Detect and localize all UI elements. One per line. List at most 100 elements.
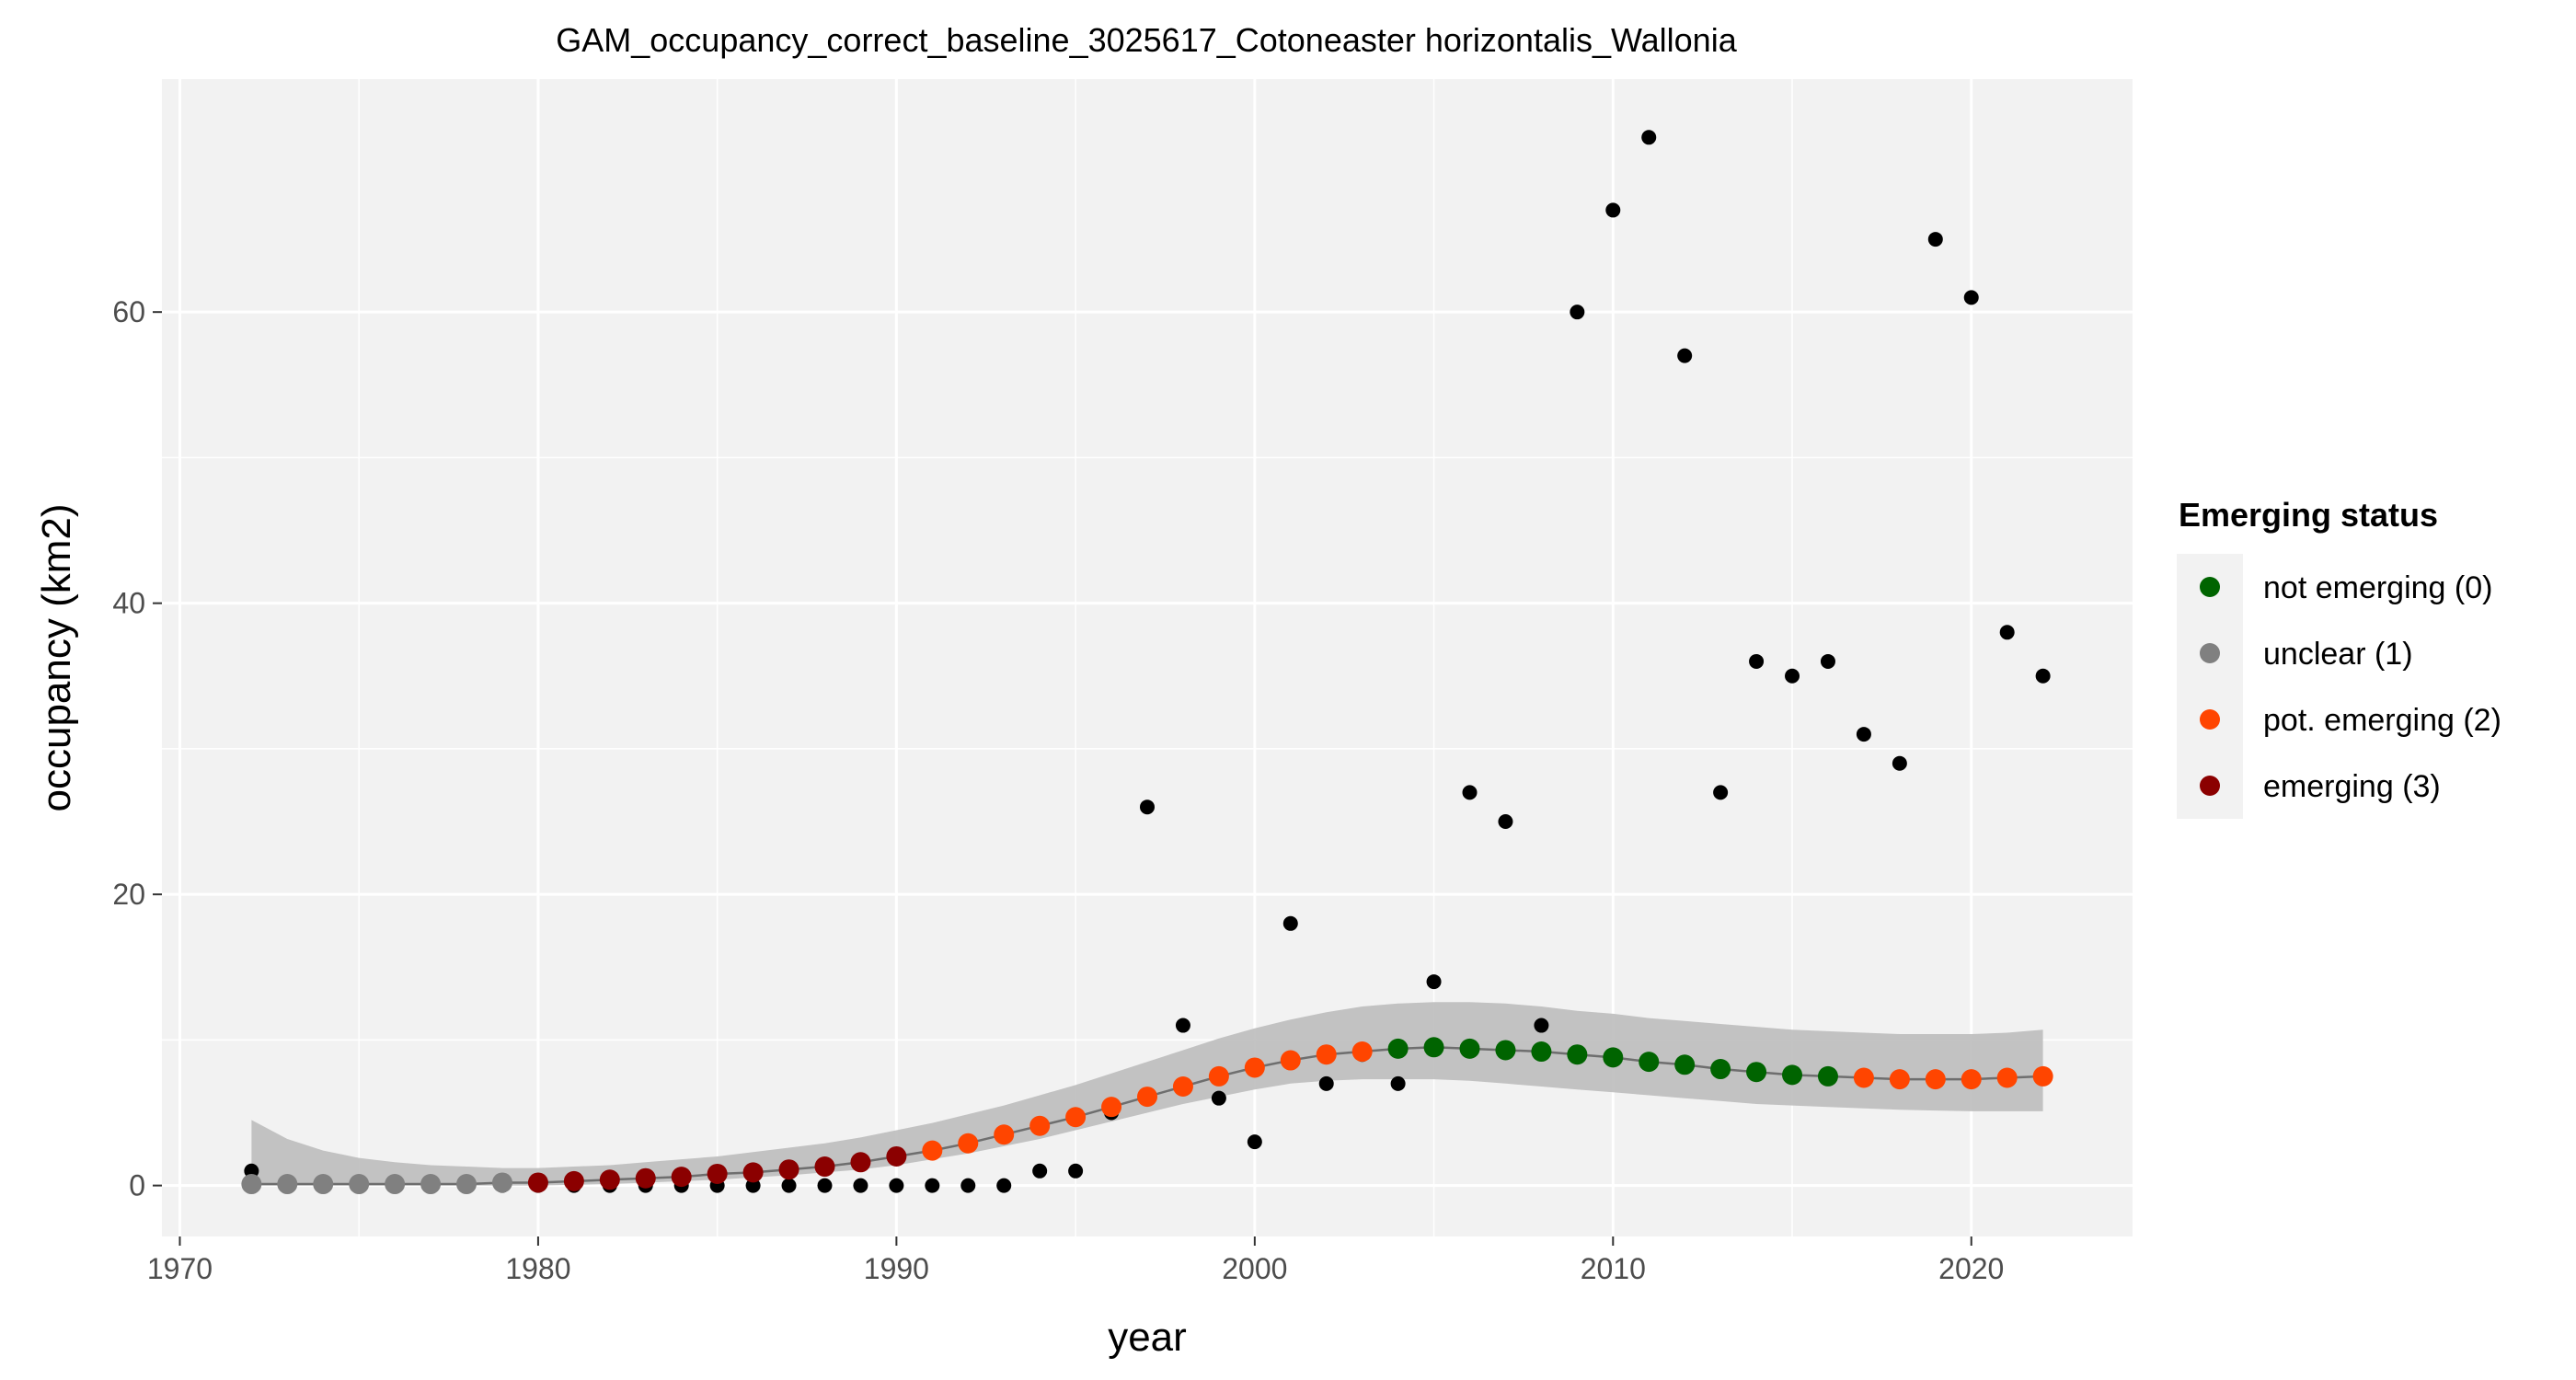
- observed-point: [817, 1178, 833, 1193]
- observed-point: [1390, 1075, 1406, 1091]
- observed-point: [1963, 290, 1979, 305]
- fitted-point: [1423, 1037, 1444, 1058]
- observed-point: [1175, 1018, 1190, 1033]
- fitted-point: [1710, 1059, 1731, 1080]
- fitted-point: [1137, 1087, 1157, 1108]
- fitted-point: [1817, 1065, 1838, 1087]
- legend: Emerging status not emerging (0) unclear …: [2177, 496, 2501, 819]
- fitted-point: [1853, 1067, 1874, 1088]
- fitted-point: [1459, 1038, 1480, 1059]
- fitted-point: [922, 1140, 943, 1161]
- fitted-point: [1351, 1041, 1373, 1063]
- x-tick-label: 2010: [1581, 1252, 1646, 1285]
- x-tick-label: 1980: [505, 1252, 570, 1285]
- fitted-point: [527, 1172, 548, 1193]
- fitted-points: [241, 1037, 2053, 1195]
- fitted-point: [1065, 1107, 1087, 1128]
- x-tick-label: 2000: [1222, 1252, 1287, 1285]
- observed-point: [925, 1178, 940, 1193]
- observed-point: [1820, 653, 1835, 669]
- x-axis: 1970 1980 1990 2000 2010 2020: [147, 1236, 2004, 1285]
- fitted-point: [1208, 1065, 1229, 1087]
- fitted-point: [491, 1172, 512, 1193]
- fitted-point: [277, 1174, 298, 1195]
- legend-key: [2200, 709, 2220, 730]
- y-axis: 0 20 40 60: [112, 295, 162, 1202]
- grid-major-lines: [162, 79, 2133, 1236]
- legend-label: not emerging (0): [2263, 570, 2492, 605]
- observed-point: [1641, 130, 1657, 145]
- fitted-point: [385, 1174, 406, 1195]
- legend-entries: not emerging (0) unclear (1) pot. emerging…: [2200, 570, 2501, 804]
- y-tick-label: 20: [112, 878, 145, 911]
- fitted-point: [635, 1167, 656, 1189]
- fitted-point: [1639, 1052, 1660, 1073]
- y-axis-title: occupancy (km2): [34, 503, 79, 811]
- legend-key: [2200, 776, 2220, 796]
- observed-point: [781, 1178, 797, 1193]
- fitted-point: [563, 1170, 584, 1191]
- fitted-point: [1387, 1038, 1409, 1059]
- y-tick-label: 60: [112, 295, 145, 328]
- legend-label: unclear (1): [2263, 637, 2413, 672]
- observed-point: [1677, 348, 1693, 363]
- fitted-point: [2032, 1065, 2053, 1087]
- y-tick-label: 0: [129, 1169, 145, 1202]
- observed-point: [1462, 785, 1478, 800]
- observed-point: [1032, 1163, 1048, 1179]
- observed-point: [1999, 625, 2015, 640]
- legend-label: emerging (3): [2263, 769, 2441, 804]
- fitted-point: [313, 1174, 334, 1195]
- observed-point: [1498, 814, 1513, 830]
- fitted-point: [1172, 1076, 1193, 1098]
- observed-point: [1927, 232, 1943, 247]
- observed-point: [2035, 668, 2051, 684]
- observed-point: [960, 1178, 976, 1193]
- legend-key-panel: [2177, 554, 2243, 819]
- fitted-point: [994, 1124, 1015, 1145]
- fitted-point: [886, 1145, 907, 1167]
- observed-point: [1140, 799, 1155, 815]
- fitted-point: [241, 1174, 262, 1195]
- chart-title: GAM_occupancy_correct_baseline_3025617_C…: [556, 21, 1737, 59]
- fitted-point: [1567, 1044, 1588, 1065]
- fitted-point: [1925, 1069, 1946, 1090]
- fitted-point: [707, 1163, 728, 1184]
- observed-point: [1211, 1090, 1226, 1106]
- observed-point: [1282, 915, 1298, 931]
- observed-point: [1785, 668, 1800, 684]
- legend-title: Emerging status: [2179, 496, 2438, 534]
- fitted-point: [1782, 1064, 1803, 1086]
- fitted-point: [349, 1174, 370, 1195]
- x-axis-title: year: [1108, 1315, 1187, 1360]
- fitted-point: [1244, 1057, 1265, 1078]
- observed-point: [1247, 1134, 1262, 1150]
- fitted-point: [1961, 1069, 1982, 1090]
- fitted-point: [1101, 1097, 1122, 1118]
- observed-point: [1426, 974, 1442, 990]
- fitted-point: [1603, 1047, 1624, 1068]
- fitted-point: [1495, 1040, 1516, 1061]
- x-tick-label: 1970: [147, 1252, 213, 1285]
- fitted-point: [1029, 1115, 1051, 1136]
- x-tick-label: 1990: [864, 1252, 929, 1285]
- fitted-point: [599, 1169, 620, 1190]
- observed-point: [889, 1178, 904, 1193]
- fitted-point: [1531, 1041, 1552, 1063]
- fitted-point: [850, 1152, 871, 1173]
- fitted-point: [1889, 1069, 1910, 1090]
- y-tick-label: 40: [112, 587, 145, 620]
- fitted-point: [778, 1159, 799, 1180]
- observed-point: [996, 1178, 1012, 1193]
- fitted-point: [420, 1174, 442, 1195]
- fitted-point: [814, 1156, 835, 1178]
- fitted-point: [1674, 1054, 1696, 1075]
- observed-point: [853, 1178, 868, 1193]
- fitted-point: [1280, 1050, 1301, 1071]
- observed-point: [1749, 653, 1765, 669]
- observed-point: [1068, 1163, 1084, 1179]
- observed-point: [1534, 1018, 1549, 1033]
- fitted-point: [958, 1133, 979, 1154]
- legend-label: pot. emerging (2): [2263, 703, 2501, 738]
- observed-point: [1892, 755, 1907, 771]
